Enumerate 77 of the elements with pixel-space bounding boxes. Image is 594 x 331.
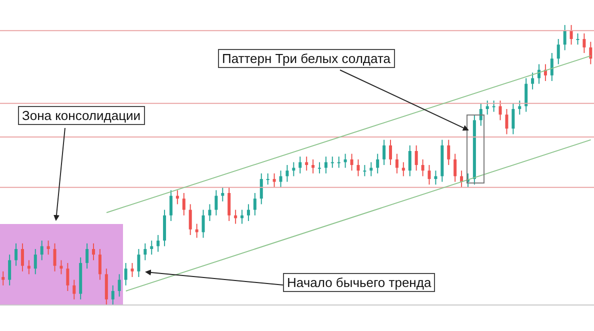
candlestick (421, 158, 424, 177)
candlestick (356, 158, 360, 177)
candlestick (363, 164, 366, 177)
candlestick (144, 242, 147, 261)
candlestick (512, 102, 515, 135)
candlestick (137, 248, 140, 278)
candlestick (408, 144, 412, 177)
candlestick (92, 242, 96, 261)
candlestick (492, 100, 496, 112)
candlestick (563, 25, 566, 51)
candlestick (337, 156, 340, 168)
candlestick (34, 248, 37, 275)
candlestick (221, 186, 224, 202)
annotation: Паттерн Три белых солдата (218, 49, 394, 68)
candlestick (279, 170, 282, 188)
candlestick (576, 32, 580, 46)
candlestick (518, 100, 522, 116)
candlestick (389, 139, 392, 166)
candlestick (169, 190, 172, 222)
candlestick (324, 156, 328, 174)
candlestick (66, 262, 70, 292)
candlestick (382, 139, 386, 166)
candlestick (40, 240, 44, 261)
candlestick (46, 240, 50, 256)
candlestick (156, 234, 160, 252)
candlestick (286, 164, 289, 182)
candlestick (582, 32, 586, 54)
candlestick (305, 156, 308, 172)
candlestick (228, 186, 231, 222)
candlestick (479, 102, 482, 126)
candlestick (124, 262, 128, 286)
candlestick (589, 41, 592, 65)
candlestick (2, 270, 5, 286)
candlestick (454, 153, 457, 182)
candlestick (395, 153, 398, 174)
candlestick (208, 204, 212, 222)
candlestick (253, 192, 256, 216)
candlestick (376, 153, 380, 174)
candlestick (434, 170, 438, 186)
candlestick (330, 156, 334, 168)
candlestick (414, 144, 418, 172)
candlestick (111, 284, 114, 305)
candlestick (98, 248, 102, 280)
candlestick (524, 78, 528, 112)
candlestick (20, 242, 24, 272)
annotation: Начало бычьего тренда (283, 273, 436, 292)
candlestick (150, 240, 154, 256)
candlestick (312, 158, 315, 174)
candlestick (350, 153, 354, 172)
candlestick (130, 262, 134, 278)
candlestick (86, 242, 89, 270)
candlestick (8, 254, 12, 286)
candlestick (53, 242, 56, 272)
candlestick (214, 190, 218, 216)
candlestick (531, 72, 534, 90)
candlestick (118, 274, 121, 298)
candlestick (260, 172, 263, 205)
candlestick (570, 25, 573, 46)
candlestick (447, 139, 450, 166)
candlestick (14, 242, 18, 266)
candlestick (272, 172, 276, 188)
candlestick (460, 170, 464, 188)
candlestick (298, 156, 302, 174)
candlestick (505, 108, 508, 135)
candlestick (202, 209, 205, 238)
candlestick (182, 192, 186, 216)
candlestick (188, 204, 192, 236)
candlestick (428, 164, 431, 186)
candlestick (550, 52, 554, 82)
candlestick (498, 100, 502, 121)
candlestick (246, 204, 250, 222)
candlestick (72, 279, 76, 300)
candlestick (556, 38, 560, 65)
candlestick (266, 172, 270, 186)
candlestick (486, 100, 489, 116)
annotation: Зона консолидации (18, 106, 145, 125)
candlestick (318, 162, 321, 174)
